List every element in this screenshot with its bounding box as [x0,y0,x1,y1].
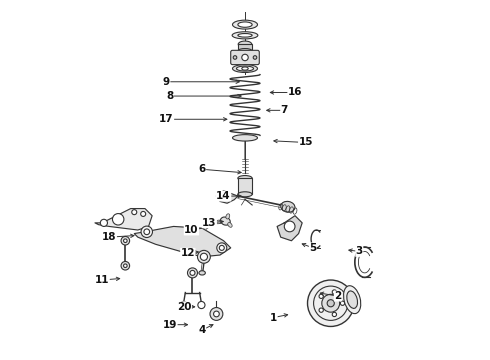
Circle shape [332,312,337,316]
Ellipse shape [347,291,358,309]
Circle shape [190,270,195,275]
Circle shape [319,308,323,312]
Ellipse shape [232,32,258,39]
Circle shape [141,211,146,216]
Circle shape [220,246,224,250]
Ellipse shape [237,66,253,71]
Ellipse shape [238,49,252,53]
Ellipse shape [238,176,252,181]
Polygon shape [217,191,238,203]
Polygon shape [95,208,152,230]
Circle shape [308,280,354,327]
Circle shape [233,56,237,59]
Bar [238,44,252,51]
Text: 10: 10 [184,225,198,235]
Text: 12: 12 [181,248,195,258]
Text: 18: 18 [102,232,117,242]
Bar [238,178,252,194]
Circle shape [214,311,220,317]
Circle shape [210,307,223,320]
FancyBboxPatch shape [231,50,259,64]
Circle shape [327,300,334,307]
Text: 13: 13 [202,218,217,228]
Text: 17: 17 [159,114,174,124]
Text: 5: 5 [309,243,317,253]
Circle shape [144,229,149,235]
Circle shape [132,210,137,215]
Circle shape [123,239,127,243]
Text: 6: 6 [198,164,206,174]
Text: 4: 4 [198,325,206,335]
Circle shape [198,301,205,309]
Circle shape [242,54,248,61]
Ellipse shape [220,217,230,225]
Ellipse shape [238,22,252,27]
Circle shape [217,243,227,253]
Text: 3: 3 [356,247,363,256]
Circle shape [319,294,323,298]
Ellipse shape [216,220,221,224]
Circle shape [121,237,130,245]
Text: 16: 16 [288,87,302,98]
Text: 8: 8 [167,91,173,101]
Text: 7: 7 [281,105,288,115]
Circle shape [253,56,257,59]
Ellipse shape [238,192,252,197]
Text: 14: 14 [216,191,231,201]
Circle shape [332,290,337,294]
Polygon shape [277,216,302,241]
Ellipse shape [238,41,252,48]
Ellipse shape [232,64,258,72]
Circle shape [341,301,344,305]
Ellipse shape [343,286,361,314]
Circle shape [180,301,187,309]
Ellipse shape [281,201,295,212]
Circle shape [113,213,124,225]
Ellipse shape [232,135,258,141]
Circle shape [123,264,127,267]
Ellipse shape [226,214,230,219]
Ellipse shape [228,222,232,227]
Circle shape [284,221,295,232]
Text: 19: 19 [163,320,177,330]
Text: 20: 20 [177,302,192,312]
Ellipse shape [199,271,205,275]
Circle shape [100,219,107,226]
Text: 2: 2 [334,291,342,301]
Circle shape [121,261,130,270]
Circle shape [141,226,152,238]
Circle shape [200,253,207,260]
Polygon shape [134,226,231,257]
Circle shape [197,250,210,263]
Circle shape [188,268,197,278]
Ellipse shape [232,20,258,29]
Text: 9: 9 [163,77,170,87]
Text: 1: 1 [270,312,277,323]
Ellipse shape [238,33,252,37]
Circle shape [322,294,340,312]
Ellipse shape [242,67,248,70]
Text: 11: 11 [95,275,109,285]
Text: 15: 15 [298,138,313,148]
